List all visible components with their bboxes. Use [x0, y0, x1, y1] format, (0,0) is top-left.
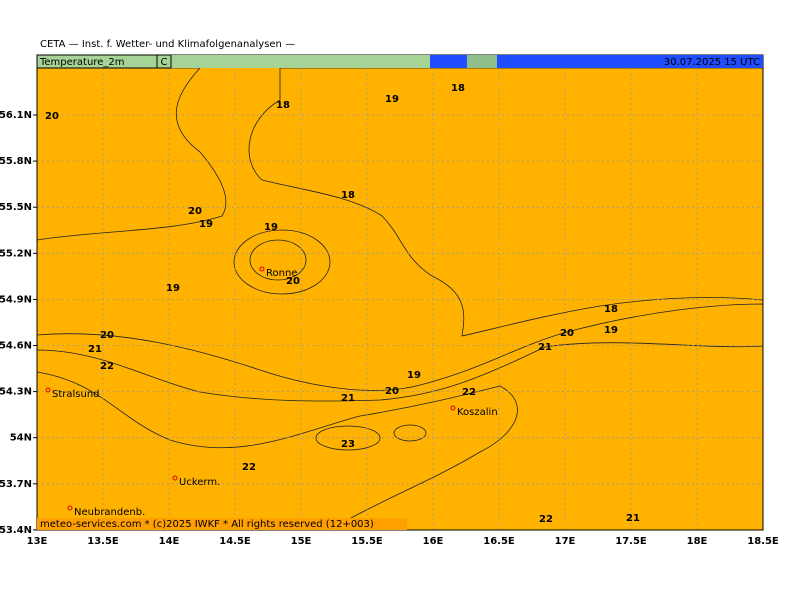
lat-label: 55.8N — [0, 156, 32, 167]
city-label: Uckerm. — [179, 477, 220, 488]
contour-label: 20 — [286, 276, 300, 287]
city-label: Stralsund — [52, 389, 100, 400]
variable-name: Temperature_2m — [39, 57, 124, 68]
lon-label: 13E — [27, 536, 48, 547]
city-label: Ronne — [266, 268, 297, 279]
lon-label: 13.5E — [87, 536, 119, 547]
temperature-field — [37, 68, 763, 530]
contour-label: 20 — [560, 328, 574, 339]
lon-label: 18.5E — [747, 536, 779, 547]
warm-island — [233, 229, 331, 295]
lat-label: 54.9N — [0, 294, 32, 305]
lat-label: 55.2N — [0, 248, 32, 259]
city-marker — [45, 387, 51, 393]
cool-region — [248, 68, 763, 337]
contour-label: 19 — [604, 325, 618, 336]
contour-label: 21 — [626, 513, 640, 524]
header-bg — [467, 55, 497, 68]
lat-label: 54.6N — [0, 341, 32, 352]
graticule — [37, 68, 763, 530]
hot-spot — [315, 425, 381, 451]
footer-bg — [37, 518, 407, 530]
warmer-south — [37, 342, 763, 530]
contour-label: 20 — [385, 386, 399, 397]
city-label: Neubrandenb. — [74, 507, 145, 518]
contour-label: 22 — [100, 361, 114, 372]
contour-label: 19 — [264, 222, 278, 233]
city-marker — [450, 405, 456, 411]
header-bg — [430, 55, 467, 68]
contour-label: 22 — [462, 387, 476, 398]
city-marker — [67, 505, 73, 511]
lat-label: 55.5N — [0, 202, 32, 213]
contour-label: 19 — [407, 370, 421, 381]
valid-time: 30.07.2025 15 UTC — [664, 57, 760, 68]
lat-label: 54N — [10, 433, 32, 444]
lat-label: 53.7N — [0, 479, 32, 490]
hottest-south — [37, 371, 518, 530]
warm-south — [37, 303, 763, 530]
contour-label: 23 — [341, 439, 355, 450]
contour-label: 20 — [45, 111, 59, 122]
contour-label: 22 — [539, 514, 553, 525]
lon-label: 16.5E — [483, 536, 515, 547]
unit-box — [156, 54, 172, 69]
contour-label: 19 — [166, 283, 180, 294]
contour-label: 18 — [341, 190, 355, 201]
lon-label: 14E — [159, 536, 180, 547]
contour-label: 20 — [188, 206, 202, 217]
map-title: CETA — Inst. f. Wetter- und Klimafolgena… — [40, 39, 295, 50]
contour-label: 19 — [199, 219, 213, 230]
header-bg — [37, 55, 430, 68]
contour-label: 18 — [604, 304, 618, 315]
lon-label: 18E — [687, 536, 708, 547]
lon-label: 14.5E — [219, 536, 251, 547]
contour-label: 18 — [276, 100, 290, 111]
contour-label: 21 — [341, 393, 355, 404]
field-base — [37, 68, 763, 530]
city-marker — [259, 266, 265, 272]
unit: C — [161, 57, 168, 68]
lat-label: 53.4N — [0, 525, 32, 536]
lon-label: 16E — [423, 536, 444, 547]
city-label: Koszalin — [457, 407, 498, 418]
lat-label: 56.1N — [0, 110, 32, 121]
city-marker — [172, 475, 178, 481]
lon-label: 17E — [555, 536, 576, 547]
hot-spot — [393, 424, 427, 442]
header-bg — [497, 55, 763, 68]
lon-label: 15.5E — [351, 536, 383, 547]
contour-label: 21 — [538, 342, 552, 353]
lon-label: 15E — [291, 536, 312, 547]
contour-label: 21 — [88, 344, 102, 355]
lon-label: 17.5E — [615, 536, 647, 547]
contour-label: 19 — [385, 94, 399, 105]
contour-label: 20 — [100, 330, 114, 341]
warm-northwest — [37, 68, 227, 241]
contour-label: 18 — [451, 83, 465, 94]
header-bar: Temperature_2m C 30.07.2025 15 UTC — [36, 54, 763, 69]
lat-label: 54.3N — [0, 387, 32, 398]
contour-label: 22 — [242, 462, 256, 473]
warmer-island — [249, 239, 307, 281]
footer: meteo-services.com * (c)2025 IWKF * All … — [40, 519, 374, 530]
